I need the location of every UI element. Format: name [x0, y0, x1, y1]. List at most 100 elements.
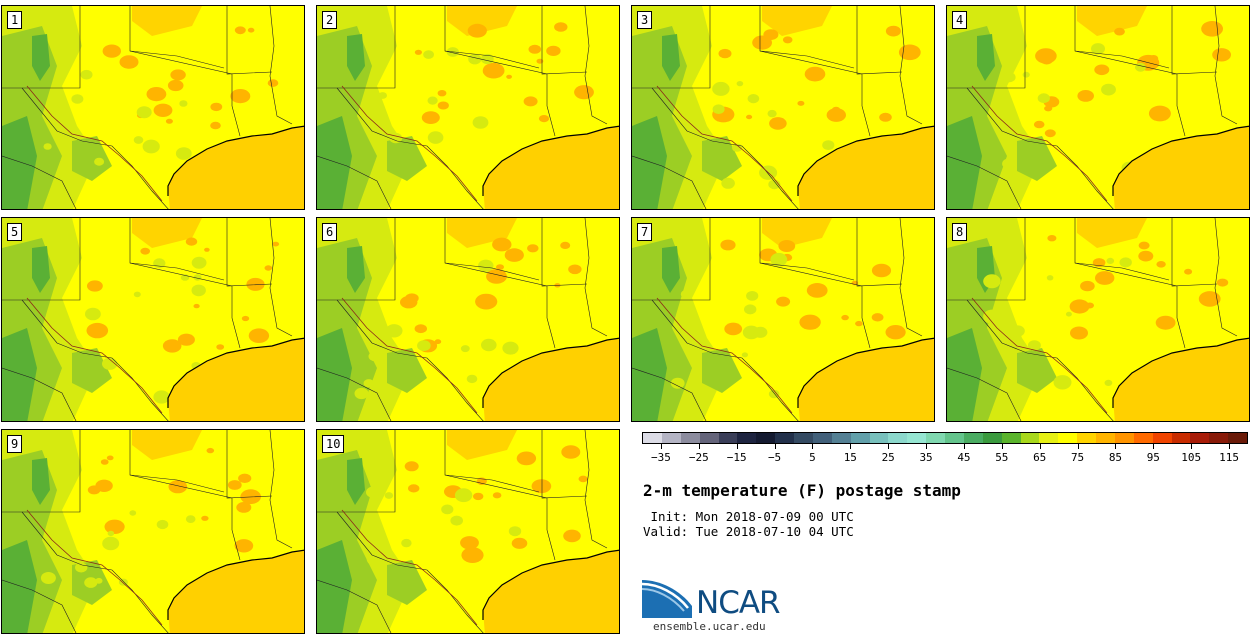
site-url[interactable]: ensemble.ucar.edu [653, 620, 766, 633]
state-boundary [21, 299, 169, 421]
state-boundary [1171, 6, 1218, 75]
mild-patch [374, 567, 384, 575]
warm-patch [473, 492, 484, 501]
warm-patch [1044, 105, 1053, 112]
border-line [26, 509, 163, 626]
north-warm-area [132, 430, 202, 460]
mild-patch [478, 259, 494, 272]
gulf-of-mexico [483, 338, 619, 421]
mild-patch [179, 100, 188, 107]
member-panel[interactable]: 10 [316, 429, 620, 634]
hill-terrain [387, 348, 427, 393]
mild-patch [136, 106, 152, 119]
warm-patch [414, 49, 422, 55]
warm-patch [236, 502, 252, 513]
colorbar-swatch [643, 433, 662, 443]
mild-patch [454, 488, 473, 503]
warm-patch [1138, 250, 1154, 262]
state-boundary [759, 50, 855, 69]
warm-patch [162, 339, 182, 353]
state-boundary [899, 6, 923, 125]
mild-patch [423, 50, 434, 59]
warm-patch [238, 473, 252, 483]
gulf-of-mexico [1113, 126, 1249, 209]
north-warm-area [1077, 6, 1147, 36]
state-boundary [2, 155, 77, 209]
member-panel[interactable]: 6 [316, 217, 620, 422]
warm-patch [201, 515, 209, 521]
coastline [167, 337, 304, 408]
state-boundary [584, 430, 608, 549]
warm-patch [140, 247, 150, 255]
temperature-map [317, 6, 619, 209]
warm-patch [504, 248, 524, 262]
warm-patch [1155, 315, 1176, 330]
colorbar-swatch [737, 433, 757, 443]
member-panel[interactable]: 1 [1, 5, 305, 210]
colorbar-tick-label: 65 [1033, 451, 1047, 464]
member-label: 8 [952, 223, 968, 241]
border-line [341, 85, 478, 202]
valid-time: Valid: Tue 2018-07-10 04 UTC [643, 524, 854, 539]
temperature-map [317, 430, 619, 633]
border-line [971, 297, 1108, 414]
state-boundary [317, 367, 392, 421]
north-warm-area [447, 6, 517, 36]
member-panel[interactable]: 3 [631, 5, 935, 210]
mountain-peak [662, 246, 680, 293]
colorbar-swatch [926, 433, 945, 443]
hill-terrain [387, 560, 427, 605]
warm-patch [248, 328, 270, 343]
state-boundary [226, 6, 273, 75]
member-panel[interactable]: 4 [946, 5, 1250, 210]
warm-patch [578, 475, 588, 483]
warm-patch [267, 79, 279, 87]
member-panel[interactable]: 2 [316, 5, 620, 210]
warm-patch [1080, 280, 1095, 292]
coastline [482, 125, 619, 196]
colorbar-tick-label: 75 [1070, 451, 1085, 464]
mild-patch [193, 274, 202, 281]
state-boundary [129, 50, 225, 69]
state-boundary [651, 299, 799, 421]
state-boundary [541, 218, 588, 287]
mild-patch [508, 526, 522, 537]
state-boundary [129, 262, 225, 281]
mild-patch [191, 284, 206, 297]
warm-patch [531, 479, 552, 494]
warm-patch [778, 240, 796, 252]
warm-patch [177, 333, 195, 346]
mild-patch [71, 94, 84, 104]
colorbar-swatch [982, 433, 1002, 443]
warm-patch [272, 241, 280, 247]
colorbar-tick [888, 444, 890, 449]
member-panel[interactable]: 5 [1, 217, 305, 422]
init-time: Init: Mon 2018-07-09 00 UTC [643, 509, 854, 524]
colorbar-swatch [775, 433, 794, 443]
coastline [1112, 337, 1249, 408]
mild-patch [680, 289, 692, 299]
mild-patch [156, 519, 169, 530]
warm-patch [87, 280, 103, 292]
mild-patch [129, 510, 137, 516]
warm-patch [216, 344, 225, 350]
warm-patch [804, 66, 826, 82]
colorbar-swatch [831, 433, 851, 443]
border-line [341, 509, 478, 626]
warm-patch [797, 100, 805, 106]
warm-patch [1069, 299, 1090, 314]
state-boundary [947, 367, 1022, 421]
member-panel[interactable]: 9 [1, 429, 305, 634]
state-boundary [947, 218, 1026, 301]
warm-patch [1033, 120, 1045, 129]
warm-patch [119, 55, 139, 69]
member-panel[interactable]: 8 [946, 217, 1250, 422]
mild-patch [1022, 71, 1030, 78]
state-boundary [541, 6, 588, 75]
state-boundary [336, 87, 484, 209]
warm-patch [193, 303, 200, 309]
colorbar-tick [1191, 444, 1193, 449]
gulf-of-mexico [168, 338, 304, 421]
mild-patch [1010, 325, 1025, 337]
member-panel[interactable]: 7 [631, 217, 935, 422]
